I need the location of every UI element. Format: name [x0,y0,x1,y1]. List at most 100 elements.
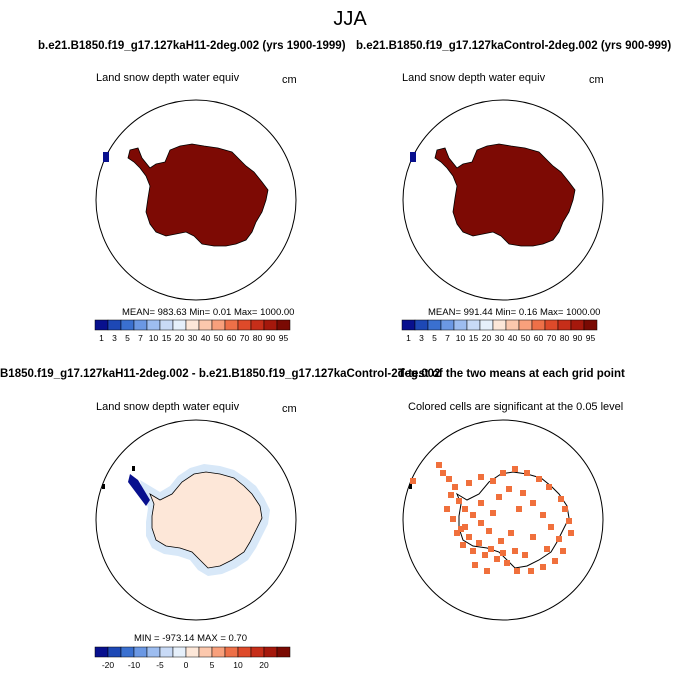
significant-cell [484,568,490,574]
colorbar-tick-label: 10 [149,333,159,343]
colorbar-bottom-left: -20 -10 -5 0 5 10 20 [94,646,291,670]
subtitle-top-left: Land snow depth water equiv [96,72,240,84]
map-boundary-circle [402,99,604,301]
colorbar-swatch [263,646,278,658]
colorbar-tick-label: 30 [188,333,198,343]
significant-cell [490,510,496,516]
colorbar-swatch [198,646,213,658]
significant-cell [556,536,562,542]
colorbar-swatch [224,646,239,658]
island-marker [102,484,105,489]
significant-cell [528,568,534,574]
figure-title: JJA [333,8,367,30]
colorbar-tick-label: 50 [521,333,531,343]
colorbar-tick-label: 5 [210,660,215,670]
significant-cell [544,546,550,552]
significant-cell [512,466,518,472]
significant-cell [516,506,522,512]
colorbar-top-right: 1 3 5 7 10 15 20 30 40 50 60 70 80 90 95 [401,319,598,343]
colorbar-swatch [276,319,291,331]
significant-cell [456,498,462,504]
map-boundary-circle [95,99,297,301]
colorbar-swatch [237,646,252,658]
colorbar-swatch [583,319,598,331]
significant-cell [478,520,484,526]
significant-cell [472,562,478,568]
colorbar-swatch [146,646,161,658]
colorbar-tick-label: 20 [175,333,185,343]
colorbar-swatch [185,646,200,658]
colorbar-swatch [94,646,109,658]
colorbar-tick-label: 3 [419,333,424,343]
colorbar-tick-label: -5 [156,660,164,670]
colorbar-tick-label: 5 [432,333,437,343]
colorbar-tick-label: 50 [214,333,224,343]
significant-cell [500,470,506,476]
island-patch [410,152,416,162]
peninsula-negative-region [128,474,150,506]
island-marker [409,484,412,489]
significant-cell [490,478,496,484]
significant-cell [488,546,494,552]
colorbar-swatch [211,646,226,658]
significant-cell [524,470,530,476]
panel-header-top-left: b.e21.B1850.f19_g17.127kaH11-2deg.002 (y… [38,40,346,52]
colorbar-swatch [107,646,122,658]
subtitle-bottom-left: Land snow depth water equiv [96,401,240,413]
significant-cell [478,500,484,506]
colorbar-tick-label: 1 [406,333,411,343]
significant-cell [494,556,500,562]
significant-cell [460,542,466,548]
colorbar-tick-label: 95 [586,333,596,343]
significant-cell [546,484,552,490]
significant-cell [458,526,464,532]
significant-cell [530,500,536,506]
colorbar-swatch [250,646,265,658]
significant-cell [482,552,488,558]
significant-cell [560,548,566,554]
significant-cell [496,494,502,500]
colorbar-tick-label: 15 [162,333,172,343]
colorbar-tick-label: 90 [266,333,276,343]
significant-cell [478,474,484,480]
significant-cell [450,516,456,522]
colorbar-tick-label: 10 [456,333,466,343]
colorbar-tick-label: 40 [201,333,211,343]
stats-top-left: MEAN= 983.63 Min= 0.01 Max= 1000.00 [122,307,295,318]
significant-cell [452,484,458,490]
colorbar-tick-label: 70 [547,333,557,343]
significant-cell [508,530,514,536]
significant-cell [498,538,504,544]
units-top-right: cm [589,74,604,86]
significant-cell [466,480,472,486]
significant-cell [566,518,572,524]
significant-cell [568,530,574,536]
colorbar-tick-label: 30 [495,333,505,343]
colorbar-tick-label: 80 [560,333,570,343]
colorbar-tick-label: -10 [128,660,141,670]
significant-cell [512,548,518,554]
colorbar-top-left: 1 3 5 7 10 15 20 30 40 50 60 70 80 90 95 [94,319,291,343]
significant-cell [436,462,442,468]
colorbar-tick-label: 60 [534,333,544,343]
panel-header-top-right: b.e21.B1850.f19_g17.127kaControl-2deg.00… [356,40,672,52]
colorbar-swatch [133,646,148,658]
colorbar-tick-label: 7 [138,333,143,343]
colorbar-swatch [120,646,135,658]
colorbar-tick-label: 20 [482,333,492,343]
colorbar-swatch [172,646,187,658]
colorbar-tick-label: 5 [125,333,130,343]
colorbar-tick-label: 15 [469,333,479,343]
significant-cell [470,512,476,518]
colorbar-tick-label: -20 [102,660,115,670]
significant-cell [486,528,492,534]
significant-cell [514,568,520,574]
significant-cell [466,534,472,540]
significant-cell [476,540,482,546]
map-boundary-circle [402,419,604,621]
significant-cell [520,490,526,496]
island-marker [132,466,135,471]
